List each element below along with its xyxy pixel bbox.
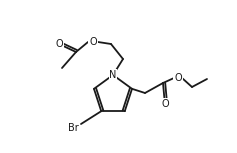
Text: O: O	[174, 73, 182, 83]
Text: O: O	[161, 99, 169, 109]
Text: O: O	[55, 39, 63, 49]
Text: Br: Br	[68, 123, 78, 133]
Text: O: O	[89, 37, 97, 47]
Text: N: N	[109, 70, 117, 80]
